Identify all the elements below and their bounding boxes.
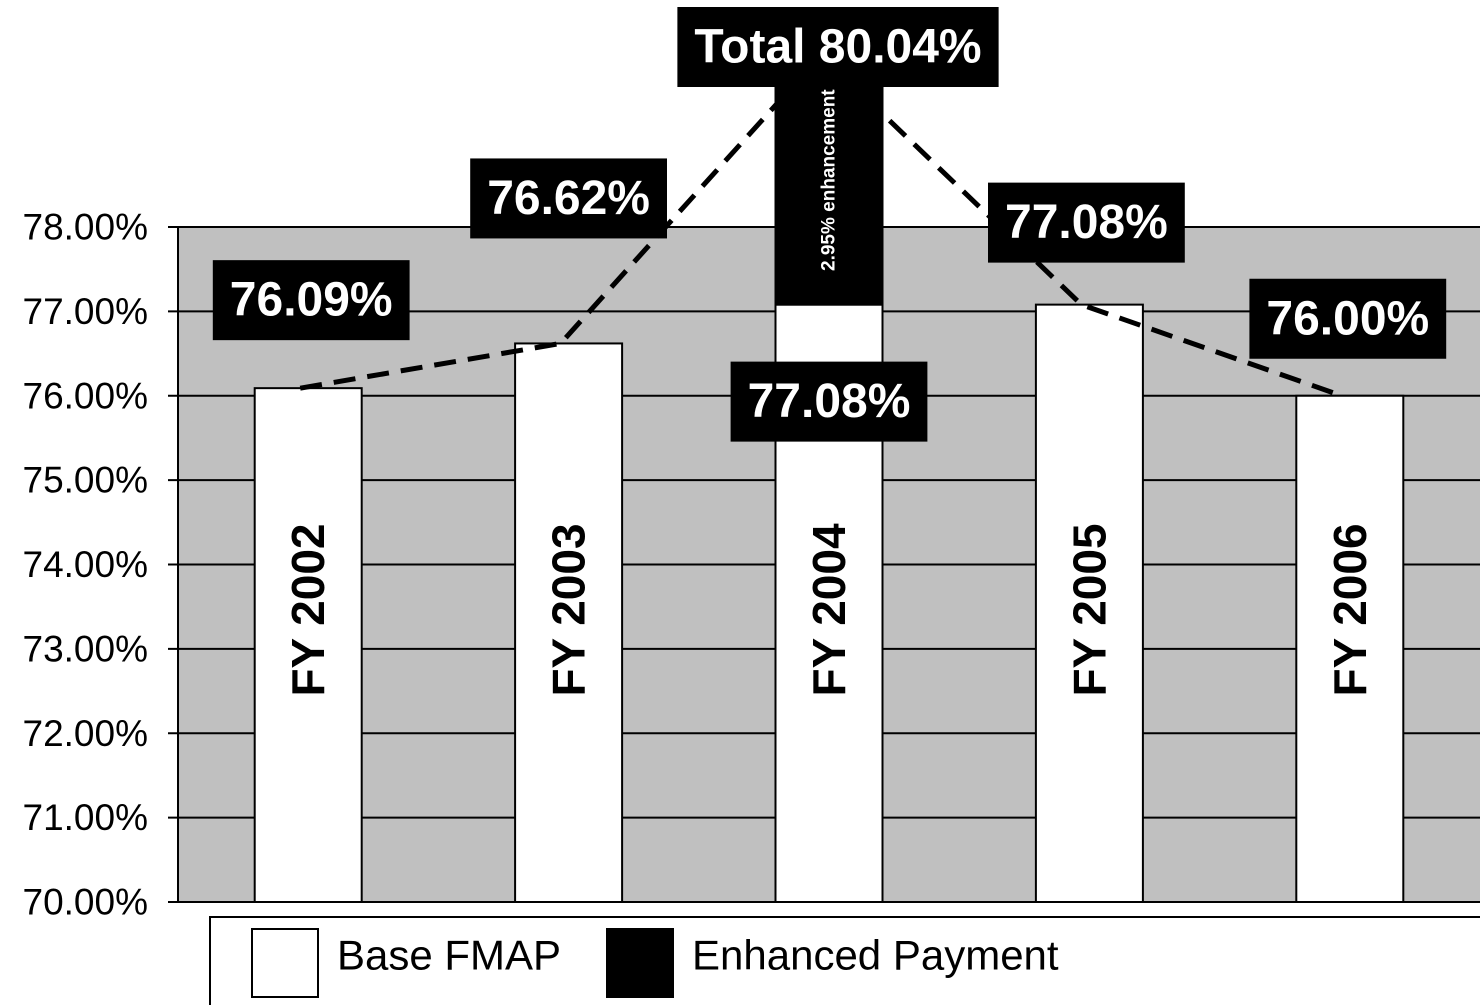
- y-tick-label: 75.00%: [23, 460, 149, 501]
- legend-label: Base FMAP: [337, 932, 561, 979]
- total-label-group: Total 80.04%: [677, 7, 999, 87]
- x-category-label: FY 2006: [1324, 523, 1376, 696]
- value-label-group: 76.09%: [212, 260, 410, 341]
- value-label: 77.08%: [748, 375, 911, 428]
- value-label-box: [988, 182, 1185, 263]
- value-label-group: 76.62%: [470, 158, 667, 239]
- value-label-group: 76.00%: [1249, 278, 1447, 359]
- bar: [1034, 303, 1144, 903]
- y-tick-label: 72.00%: [23, 713, 149, 754]
- total-label-box: [677, 7, 999, 87]
- value-label-box: [730, 361, 928, 442]
- legend-label: Enhanced Payment: [692, 932, 1059, 979]
- value-label: 76.09%: [230, 274, 393, 327]
- value-label-box: [1249, 278, 1447, 359]
- y-tick-label: 71.00%: [23, 797, 149, 838]
- y-tick-label: 73.00%: [23, 628, 149, 669]
- x-category-label: FY 2005: [1063, 523, 1115, 696]
- legend-swatch: [606, 928, 674, 998]
- enhancement-label: 2.95% enhancement: [819, 89, 840, 271]
- value-label-group: 77.08%: [988, 182, 1185, 263]
- bar: [253, 387, 363, 903]
- y-tick-label: 77.00%: [23, 291, 149, 332]
- x-category-label: FY 2002: [282, 523, 334, 696]
- y-tick-label: 76.00%: [23, 375, 149, 416]
- x-category-label: FY 2003: [543, 523, 595, 696]
- legend-swatch: [251, 928, 319, 998]
- total-label: Total 80.04%: [694, 21, 981, 74]
- y-tick-label: 78.00%: [23, 207, 149, 248]
- y-tick-label: 74.00%: [23, 544, 149, 585]
- value-label-group: 77.08%: [730, 361, 928, 442]
- value-label-box: [212, 260, 410, 341]
- value-label: 76.62%: [487, 172, 650, 225]
- bar: [1295, 394, 1405, 903]
- x-category-label: FY 2004: [803, 523, 855, 696]
- value-label: 77.08%: [1005, 196, 1168, 249]
- bar: [514, 342, 624, 903]
- value-label: 76.00%: [1266, 292, 1429, 345]
- y-tick-label: 70.00%: [23, 882, 149, 923]
- legend-box: [209, 916, 1480, 1005]
- value-label-box: [470, 158, 667, 239]
